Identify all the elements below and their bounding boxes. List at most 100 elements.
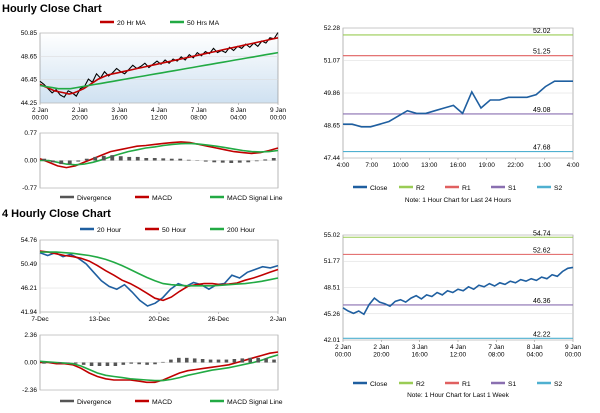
- divergence-bar: [169, 158, 174, 161]
- legend-label: Divergence: [77, 195, 112, 202]
- series-line-macd: [40, 351, 279, 384]
- y-tick-label: 51.07: [324, 58, 341, 65]
- divergence-bar: [113, 362, 118, 366]
- x-tick-label: 7:00: [365, 162, 378, 169]
- y-tick-label: 44.25: [21, 100, 38, 107]
- x-tick-label: 1:00: [538, 162, 551, 169]
- y-tick-label: 50.49: [21, 261, 38, 268]
- legend-label: MACD Signal Line: [227, 399, 283, 406]
- divergence-bar: [229, 160, 234, 163]
- x-tick-label: 13-Dec: [89, 316, 111, 323]
- divergence-bar: [161, 158, 166, 161]
- y-tick-label: -0.77: [22, 185, 37, 192]
- x-tick-label: 2 Jan 00:00: [32, 107, 49, 122]
- divergence-bar: [76, 160, 81, 162]
- x-tick-label: 4:00: [567, 162, 580, 169]
- divergence-bar: [118, 156, 123, 161]
- divergence-bar: [97, 362, 102, 366]
- divergence-bar: [248, 357, 253, 363]
- x-tick-label: 4 Jan 12:00: [450, 344, 467, 359]
- divergence-bar: [153, 362, 157, 365]
- x-tick-label: 3 Jan 16:00: [412, 344, 429, 359]
- divergence-bar: [200, 359, 205, 363]
- x-tick-label: 13:00: [421, 162, 438, 169]
- legend-label: Close: [370, 185, 388, 192]
- level-label: 52.02: [533, 28, 551, 35]
- legend-label: R1: [462, 381, 471, 388]
- y-tick-label: 2.36: [24, 332, 37, 339]
- y-tick-label: 48.65: [324, 123, 341, 130]
- y-tick-label: 46.45: [21, 77, 38, 84]
- divergence-bar: [264, 358, 268, 363]
- hourly-price-chart: 50.85 48.65 46.45 44.252 Jan 00:00 2 Jan 20:00…: [21, 20, 287, 122]
- four-hourly-section-title: 4 Hourly Close Chart: [2, 208, 111, 220]
- y-tick-label: 54.76: [21, 237, 38, 244]
- x-tick-label: 8 Jan 04:00: [527, 344, 544, 359]
- y-tick-label: 48.65: [21, 53, 38, 60]
- y-tick-label: 45.26: [324, 311, 341, 318]
- divergence-bar: [110, 155, 115, 161]
- y-tick-label: 47.44: [324, 155, 341, 162]
- x-tick-label: 7-Dec: [31, 316, 49, 323]
- divergence-bar: [177, 357, 181, 363]
- legend-label: S2: [554, 185, 563, 192]
- x-tick-label: 10:00: [392, 162, 409, 169]
- divergence-bar: [135, 156, 140, 161]
- divergence-bar: [152, 158, 157, 161]
- x-tick-label: 2 Jan 00:00: [335, 344, 352, 359]
- y-tick-label: -2.36: [22, 387, 37, 394]
- divergence-bar: [232, 359, 237, 363]
- legend-label: S2: [554, 381, 563, 388]
- y-tick-label: 0.77: [24, 130, 37, 137]
- legend-label: 50 Hour: [162, 227, 187, 234]
- divergence-bar: [84, 158, 89, 161]
- x-tick-label: 7 Jan 08:00: [191, 107, 208, 122]
- divergence-bar: [212, 160, 217, 163]
- x-tick-label: 26-Dec: [208, 316, 230, 323]
- level-label: 52.62: [533, 247, 551, 254]
- x-tick-label: 4 Jan 12:00: [151, 107, 168, 122]
- legend-label: S1: [508, 381, 517, 388]
- x-tick-label: 3 Jan 16:00: [111, 107, 128, 122]
- divergence-bar: [161, 361, 165, 363]
- series-line-close: [343, 80, 573, 128]
- series-line-macd-signal-line: [39, 354, 279, 382]
- y-tick-label: 0.00: [24, 360, 37, 367]
- x-tick-label: 20-Dec: [149, 316, 171, 323]
- chart-note: Note: 1 Hour Chart for Last 1 Week: [407, 392, 510, 399]
- divergence-bar: [192, 358, 197, 363]
- divergence-bar: [42, 158, 47, 161]
- divergence-bar: [254, 160, 259, 162]
- divergence-bar: [246, 160, 251, 163]
- series-line-50-hrs-ma: [39, 51, 279, 90]
- x-tick-label: 9 Jan 00:00: [565, 344, 582, 359]
- y-tick-label: 48.51: [324, 285, 341, 292]
- divergence-bar: [50, 362, 54, 364]
- level-label: 49.08: [533, 107, 551, 114]
- divergence-bar: [144, 158, 149, 161]
- legend-label: MACD: [152, 399, 172, 406]
- legend-label: 200 Hour: [227, 227, 256, 234]
- divergence-bar: [81, 362, 86, 365]
- x-tick-label: 19:00: [479, 162, 496, 169]
- legend-label: R2: [416, 185, 425, 192]
- level-label: 47.68: [533, 145, 551, 152]
- divergence-bar: [58, 362, 62, 364]
- x-tick-label: 2 Jan 20:00: [373, 344, 390, 359]
- x-tick-label: 7 Jan 08:00: [488, 344, 505, 359]
- x-tick-label: 2-Jan: [270, 316, 287, 323]
- y-tick-label: 42.01: [324, 337, 341, 344]
- four-hourly-price-chart: 54.76 50.49 46.21 41.947-Dec 13-Dec 20-Dec 26-…: [21, 227, 287, 323]
- divergence-bar: [186, 159, 191, 161]
- divergence-bar: [101, 155, 106, 161]
- divergence-bar: [65, 362, 70, 364]
- divergence-bar: [224, 359, 229, 363]
- series-line-macd-signal-line: [40, 142, 279, 166]
- four-hourly-macd-chart: 2.36 0.00 -2.36 Divergence MACD MACD Signal L…: [22, 332, 283, 406]
- x-tick-label: 8 Jan 04:00: [230, 107, 247, 122]
- hourly-macd-chart: 0.77 0.00 -0.77 Divergence MACD MACD Signal L…: [22, 130, 283, 202]
- level-label: 54.74: [533, 230, 551, 237]
- level-label: 42.22: [533, 331, 551, 338]
- divergence-bar: [145, 362, 149, 365]
- level-label: 51.25: [533, 49, 551, 56]
